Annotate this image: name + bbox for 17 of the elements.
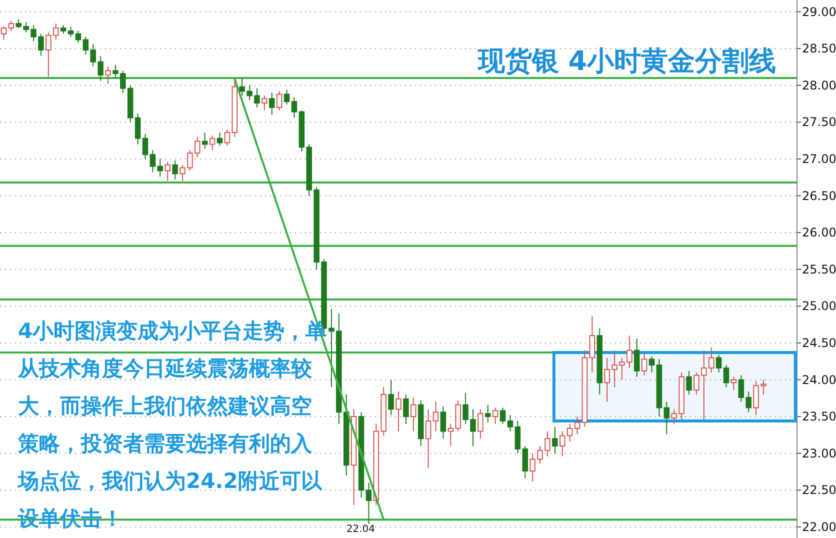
y-tick-label: 29.00 xyxy=(802,4,836,19)
annotation: 22.04 xyxy=(346,524,376,536)
y-tick-label: 26.00 xyxy=(802,226,836,240)
y-tick-label: 22.50 xyxy=(802,483,836,498)
y-tick-label: 25.00 xyxy=(802,299,836,314)
y-tick-label: 22.00 xyxy=(802,520,836,534)
y-tick-label: 27.50 xyxy=(802,115,836,130)
y-tick-label: 24.00 xyxy=(802,372,836,387)
y-tick-label: 23.50 xyxy=(802,410,836,424)
y-tick-label: 27.00 xyxy=(802,152,836,166)
y-tick-label: 23.00 xyxy=(802,446,836,460)
y-tick-label: 28.00 xyxy=(802,78,836,92)
y-tick-label: 28.50 xyxy=(802,42,836,56)
y-tick-label: 24.50 xyxy=(802,336,836,350)
y-tick-label: 25.50 xyxy=(802,262,836,276)
y-tick-label: 26.50 xyxy=(802,188,836,203)
title: 现货银 4小时黄金分割线 xyxy=(478,46,776,77)
